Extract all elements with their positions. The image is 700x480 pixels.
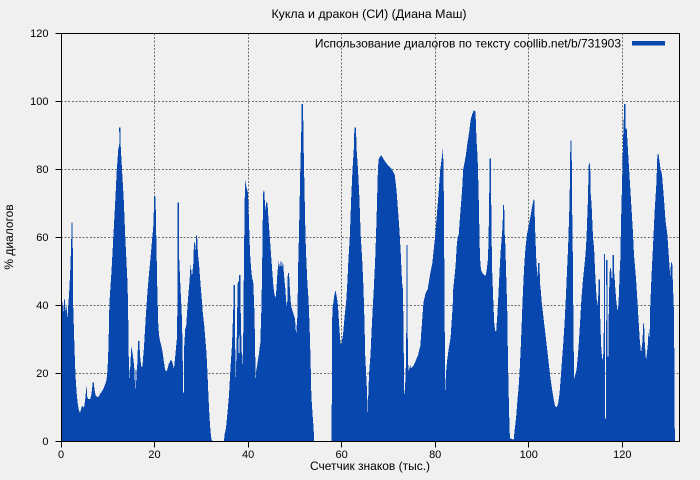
svg-text:40: 40	[242, 449, 254, 461]
svg-text:80: 80	[429, 449, 441, 461]
svg-text:100: 100	[30, 96, 48, 108]
svg-text:Счетчик знаков (тыс.): Счетчик знаков (тыс.)	[310, 459, 430, 473]
svg-text:% диалогов: % диалогов	[2, 204, 16, 269]
svg-text:0: 0	[42, 436, 48, 448]
svg-text:80: 80	[36, 164, 48, 176]
svg-text:60: 60	[36, 232, 48, 244]
svg-text:Кукла и дракон (СИ) (Диана Маш: Кукла и дракон (СИ) (Диана Маш)	[271, 7, 466, 21]
svg-text:120: 120	[613, 449, 631, 461]
svg-text:0: 0	[58, 449, 64, 461]
svg-text:60: 60	[336, 449, 348, 461]
svg-text:100: 100	[520, 449, 538, 461]
svg-text:120: 120	[30, 28, 48, 40]
svg-text:40: 40	[36, 300, 48, 312]
svg-text:20: 20	[36, 368, 48, 380]
svg-text:20: 20	[148, 449, 160, 461]
svg-text:Использование диалогов по текс: Использование диалогов по тексту coollib…	[315, 37, 621, 51]
